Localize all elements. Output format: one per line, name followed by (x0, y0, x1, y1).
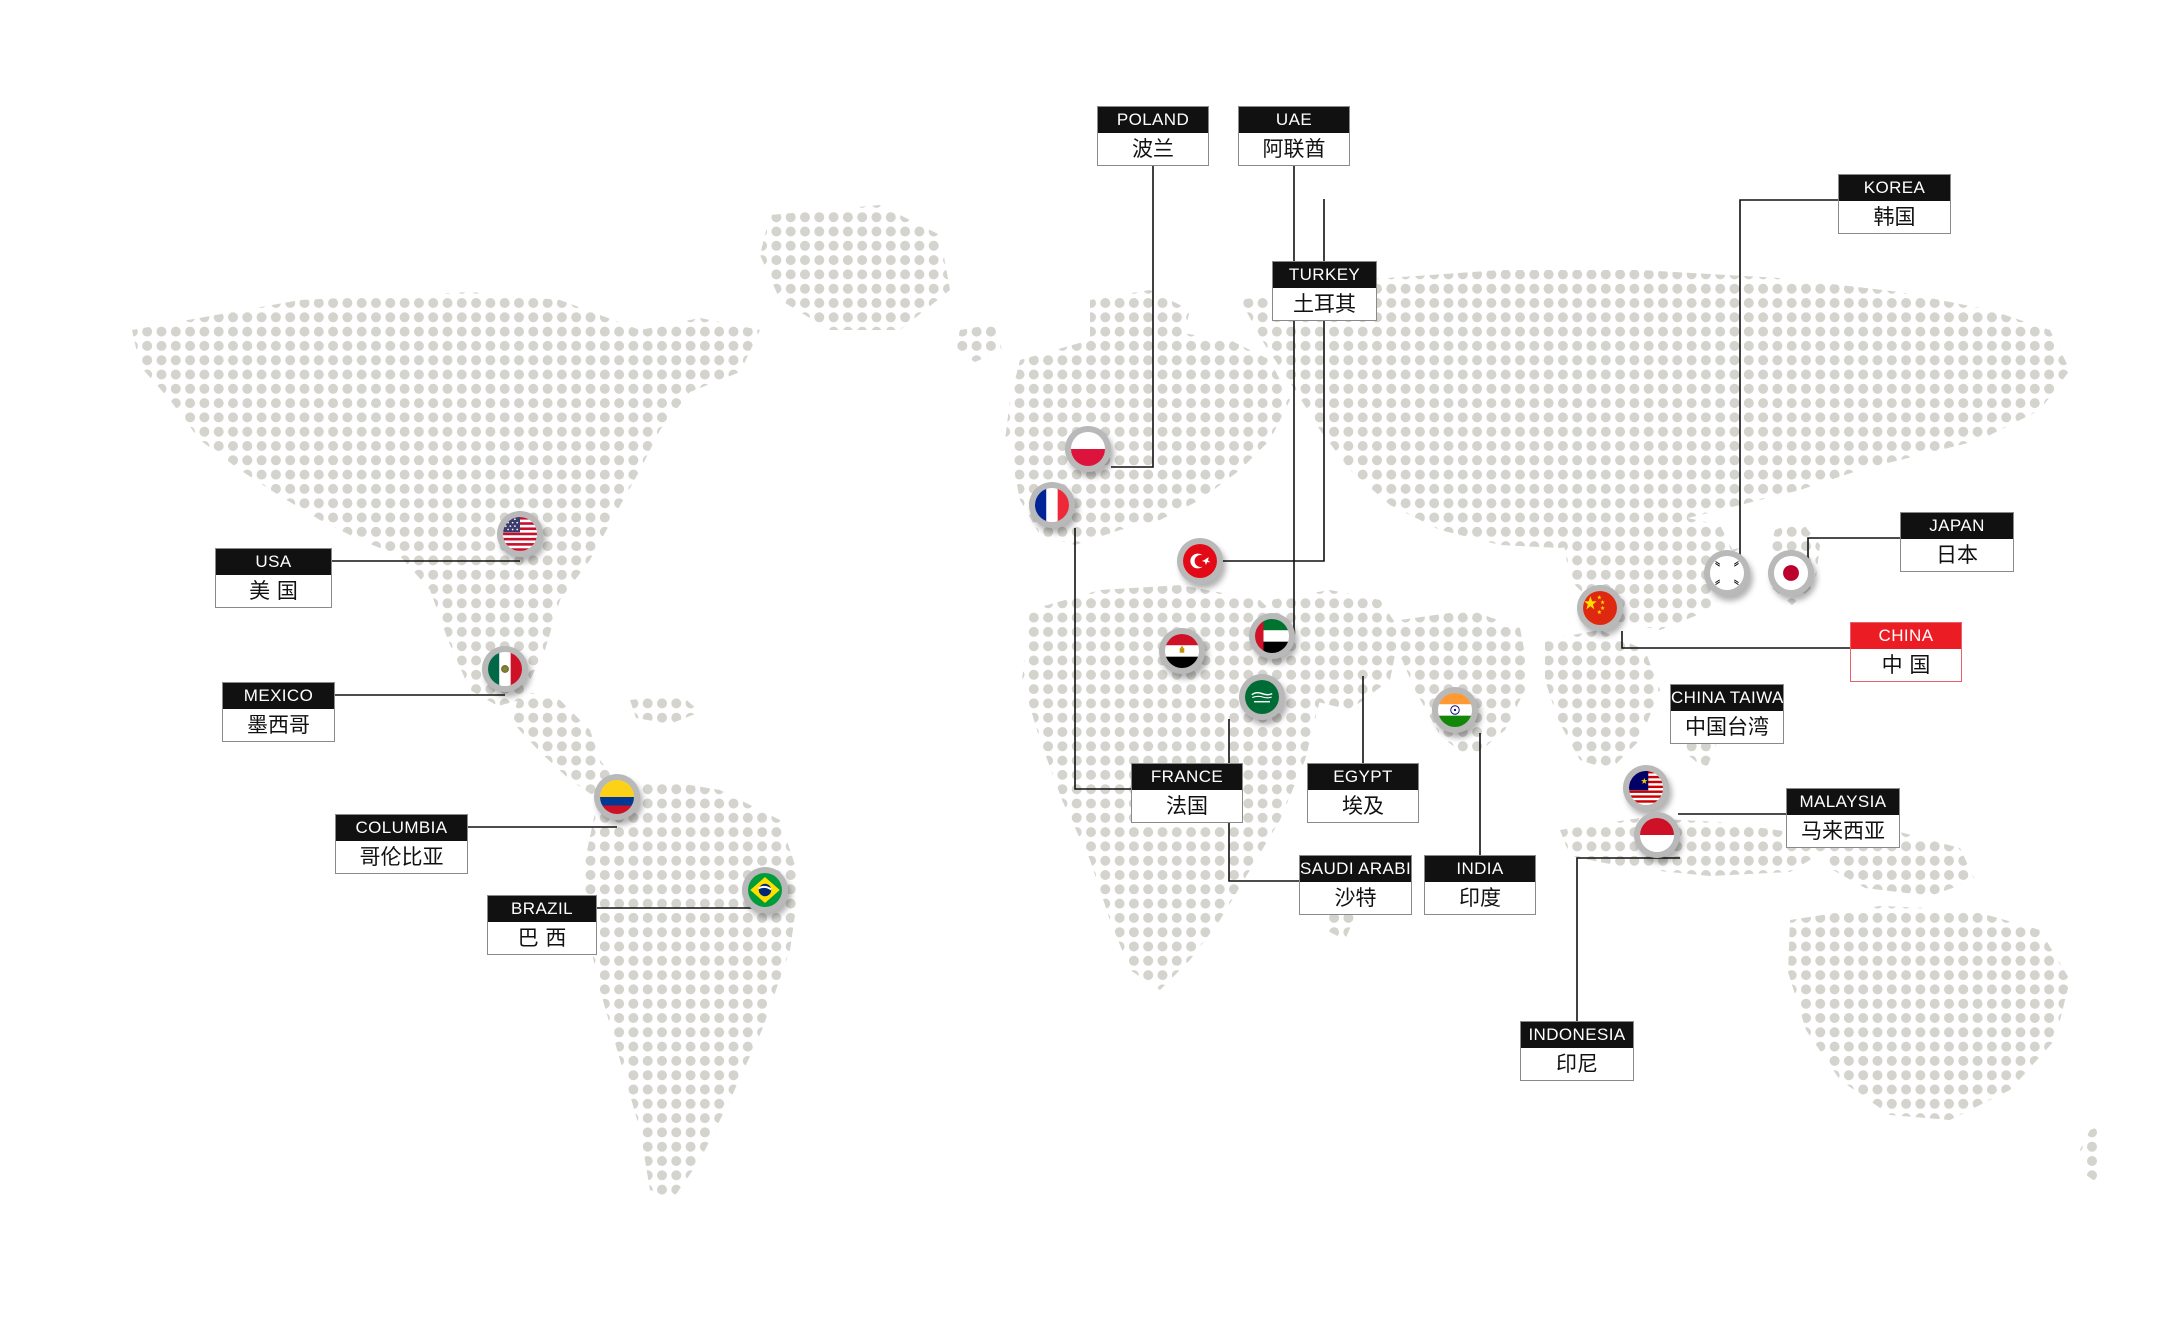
country-label-cn-japan: 日本 (1901, 539, 2013, 571)
map-marker-brazil[interactable] (742, 867, 788, 913)
country-label-cn-uae: 阿联酋 (1239, 133, 1349, 165)
map-marker-saudi-arabia[interactable] (1239, 674, 1285, 720)
country-label-cn-saudi-arabia: 沙特 (1300, 882, 1411, 914)
japan-flag-icon (1774, 556, 1808, 590)
map-marker-uae[interactable] (1249, 613, 1295, 659)
china-flag-icon (1583, 591, 1617, 625)
poland-flag-icon (1071, 432, 1105, 466)
country-label-columbia[interactable]: COLUMBIA 哥伦比亚 (335, 814, 468, 874)
country-label-uae[interactable]: UAE 阿联酋 (1238, 106, 1350, 166)
uae-flag-icon (1255, 619, 1289, 653)
country-label-cn-columbia: 哥伦比亚 (336, 841, 467, 873)
country-label-en-china-taiwan: CHINA TAIWAN (1671, 685, 1783, 711)
country-label-india[interactable]: INDIA 印度 (1424, 855, 1536, 915)
country-label-poland[interactable]: POLAND 波兰 (1097, 106, 1209, 166)
country-label-en-columbia: COLUMBIA (336, 815, 467, 841)
country-label-cn-usa: 美 国 (216, 575, 331, 607)
country-label-saudi-arabia[interactable]: SAUDI ARABIA 沙特 (1299, 855, 1412, 915)
map-marker-turkey[interactable] (1177, 538, 1223, 584)
country-label-egypt[interactable]: EGYPT 埃及 (1307, 763, 1419, 823)
country-label-en-india: INDIA (1425, 856, 1535, 882)
country-label-cn-egypt: 埃及 (1308, 790, 1418, 822)
country-label-en-turkey: TURKEY (1273, 262, 1376, 288)
country-label-china-taiwan[interactable]: CHINA TAIWAN中国台湾 (1670, 684, 1784, 744)
indonesia-flag-icon (1640, 818, 1674, 852)
country-label-france[interactable]: FRANCE 法国 (1131, 763, 1243, 823)
brazil-flag-icon (748, 873, 782, 907)
malaysia-flag-icon (1629, 771, 1663, 805)
country-label-brazil[interactable]: BRAZIL 巴 西 (487, 895, 597, 955)
country-label-cn-mexico: 墨西哥 (223, 709, 334, 741)
france-flag-icon (1035, 488, 1069, 522)
country-label-cn-brazil: 巴 西 (488, 922, 596, 954)
country-label-en-indonesia: INDONESIA (1521, 1022, 1633, 1048)
country-label-cn-indonesia: 印尼 (1521, 1048, 1633, 1080)
india-flag-icon (1438, 693, 1472, 727)
turkey-flag-icon (1183, 544, 1217, 578)
country-label-en-usa: USA (216, 549, 331, 575)
map-marker-malaysia[interactable] (1623, 765, 1669, 811)
country-label-japan[interactable]: JAPAN 日本 (1900, 512, 2014, 572)
country-label-en-japan: JAPAN (1901, 513, 2013, 539)
country-label-china[interactable]: CHINA 中 国 (1850, 622, 1962, 682)
country-label-cn-china-taiwan: 中国台湾 (1671, 711, 1783, 743)
country-label-korea[interactable]: KOREA 韩国 (1838, 174, 1951, 234)
columbia-flag-icon (600, 780, 634, 814)
country-label-en-saudi-arabia: SAUDI ARABIA (1300, 856, 1411, 882)
country-label-en-france: FRANCE (1132, 764, 1242, 790)
map-marker-usa[interactable] (497, 511, 543, 557)
country-label-malaysia[interactable]: MALAYSIA 马来西亚 (1786, 788, 1900, 848)
country-label-cn-india: 印度 (1425, 882, 1535, 914)
map-marker-indonesia[interactable] (1634, 812, 1680, 858)
country-label-cn-poland: 波兰 (1098, 133, 1208, 165)
map-marker-france[interactable] (1029, 482, 1075, 528)
country-label-cn-china: 中 国 (1851, 649, 1961, 681)
country-label-en-egypt: EGYPT (1308, 764, 1418, 790)
country-label-en-korea: KOREA (1839, 175, 1950, 201)
map-marker-columbia[interactable] (594, 774, 640, 820)
map-marker-poland[interactable] (1065, 426, 1111, 472)
country-label-indonesia[interactable]: INDONESIA 印尼 (1520, 1021, 1634, 1081)
egypt-flag-icon (1165, 634, 1199, 668)
country-label-en-mexico: MEXICO (223, 683, 334, 709)
map-marker-mexico[interactable] (482, 646, 528, 692)
korea-flag-icon (1710, 556, 1744, 590)
usa-flag-icon (503, 517, 537, 551)
country-label-en-uae: UAE (1239, 107, 1349, 133)
country-label-mexico[interactable]: MEXICO 墨西哥 (222, 682, 335, 742)
country-label-cn-france: 法国 (1132, 790, 1242, 822)
country-label-en-china: CHINA (1851, 623, 1961, 649)
country-label-en-malaysia: MALAYSIA (1787, 789, 1899, 815)
saudi-arabia-flag-icon (1245, 680, 1279, 714)
mexico-flag-icon (488, 652, 522, 686)
map-marker-india[interactable] (1432, 687, 1478, 733)
country-label-cn-turkey: 土耳其 (1273, 288, 1376, 320)
country-label-usa[interactable]: USA 美 国 (215, 548, 332, 608)
map-marker-egypt[interactable] (1159, 628, 1205, 674)
country-label-en-poland: POLAND (1098, 107, 1208, 133)
country-label-en-brazil: BRAZIL (488, 896, 596, 922)
map-marker-korea[interactable] (1704, 550, 1750, 596)
map-marker-china[interactable] (1577, 585, 1623, 631)
country-label-cn-korea: 韩国 (1839, 201, 1950, 233)
map-marker-japan[interactable] (1768, 550, 1814, 596)
country-label-turkey[interactable]: TURKEY 土耳其 (1272, 261, 1377, 321)
country-label-cn-malaysia: 马来西亚 (1787, 815, 1899, 847)
